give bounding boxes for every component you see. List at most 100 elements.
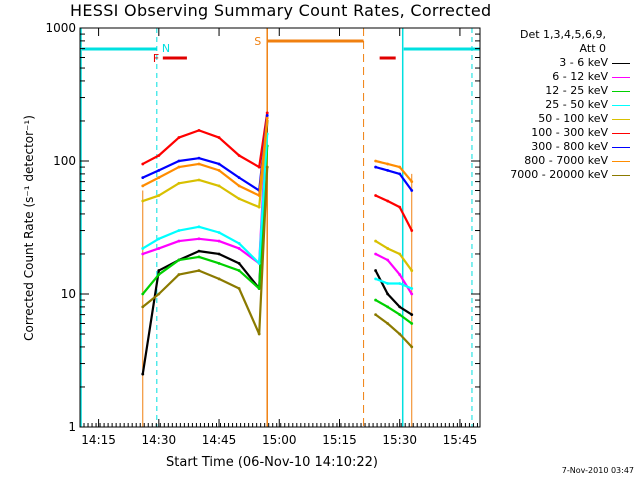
data-point [398,273,402,276]
data-point [398,305,402,309]
data-point [374,298,378,302]
legend-header-line-2: Att 0 [579,42,606,55]
data-point [217,168,221,172]
legend-label: 25 - 50 keV [545,98,608,111]
data-point [410,180,414,184]
data-point [386,247,390,250]
data-point [398,282,402,285]
x-tick-label: 15:30 [382,433,417,447]
data-point [237,242,241,245]
series-line [375,159,413,183]
data-point [386,199,390,203]
data-point [265,111,269,115]
data-point [386,168,390,172]
data-point [197,269,201,272]
legend-label: 3 - 6 keV [559,56,608,69]
data-point [237,247,241,250]
data-point [157,269,161,272]
series-line [375,194,413,232]
axes-layer: 14:15 14:30 14:45 15:00 15:15 15:30 15:45 1 10 10… [45,21,480,447]
data-point [374,277,378,281]
flag-layer: NF S [80,28,480,427]
series-line [142,112,269,169]
data-point [177,258,181,262]
series-line [375,252,413,295]
series-line [142,115,269,192]
data-point [141,372,145,376]
data-point [398,165,402,169]
legend-item: 50 - 100 keV [480,112,636,126]
data-point [217,261,221,265]
legend-item: 300 - 800 keV [480,140,636,154]
data-point [386,292,390,296]
legend-item: 800 - 7000 keV [480,154,636,168]
y-tick-label: 10 [61,287,76,301]
data-point [141,252,145,256]
data-point [410,345,414,349]
series-line [375,299,413,325]
data-point [257,332,261,336]
data-point [237,261,241,265]
legend-label: 50 - 100 keV [538,112,608,125]
legend: Det 1,3,4,5,6,9, Att 0 3 - 6 keV 6 - 12 … [480,28,636,182]
data-point [374,159,378,163]
data-point [374,252,378,256]
data-point [141,184,145,188]
data-point [141,176,145,180]
data-point [265,114,269,117]
legend-item: 7000 - 20000 keV [480,168,636,182]
data-point [386,282,390,285]
x-tick-label: 14:45 [202,433,237,447]
data-point [410,287,414,290]
x-tick-label: 14:30 [142,433,177,447]
data-point [398,313,402,317]
data-point [374,239,378,243]
data-point [157,247,161,250]
legend-item: 25 - 50 keV [480,98,636,112]
series-line [142,120,269,209]
data-point [141,199,145,203]
plot-frame [79,27,481,428]
data-point [386,322,390,325]
legend-label: 800 - 7000 keV [524,154,608,167]
footer-timestamp: 7-Nov-2010 03:47 [561,466,634,475]
legend-label: 100 - 300 keV [531,126,608,139]
legend-swatch [612,147,630,148]
legend-swatch [612,63,630,64]
night-flag-label: N [162,42,170,55]
series-layer [141,111,414,376]
data-point [265,165,269,169]
series-line [142,112,269,265]
data-point [386,162,390,166]
legend-label: 7000 - 20000 keV [510,168,608,181]
chart-title: HESSI Observing Summary Count Rates, Cor… [70,1,492,20]
data-point [374,165,378,169]
data-point [217,252,221,256]
data-point [197,156,201,160]
data-point [237,176,241,180]
data-point [410,292,414,296]
legend-item: 100 - 300 keV [480,126,636,140]
legend-label: 300 - 800 keV [531,140,608,153]
legend-swatch [612,161,630,162]
data-point [410,229,414,232]
legend-swatch [612,105,630,106]
data-point [217,162,221,166]
data-point [257,194,261,197]
legend-label: 12 - 25 keV [545,84,608,97]
data-point [197,178,201,182]
data-point [398,332,402,336]
y-tick-label: 100 [53,154,76,168]
series-line [142,167,269,336]
data-point [177,273,181,276]
legend-item: 12 - 25 keV [480,84,636,98]
data-point [398,252,402,256]
data-point [237,269,241,272]
data-point [177,239,181,243]
data-point [197,128,201,132]
data-point [157,237,161,241]
data-point [237,197,241,201]
y-axis-label: Corrected Count Rate (s⁻¹ detector⁻¹) [22,115,36,341]
data-point [197,225,201,229]
